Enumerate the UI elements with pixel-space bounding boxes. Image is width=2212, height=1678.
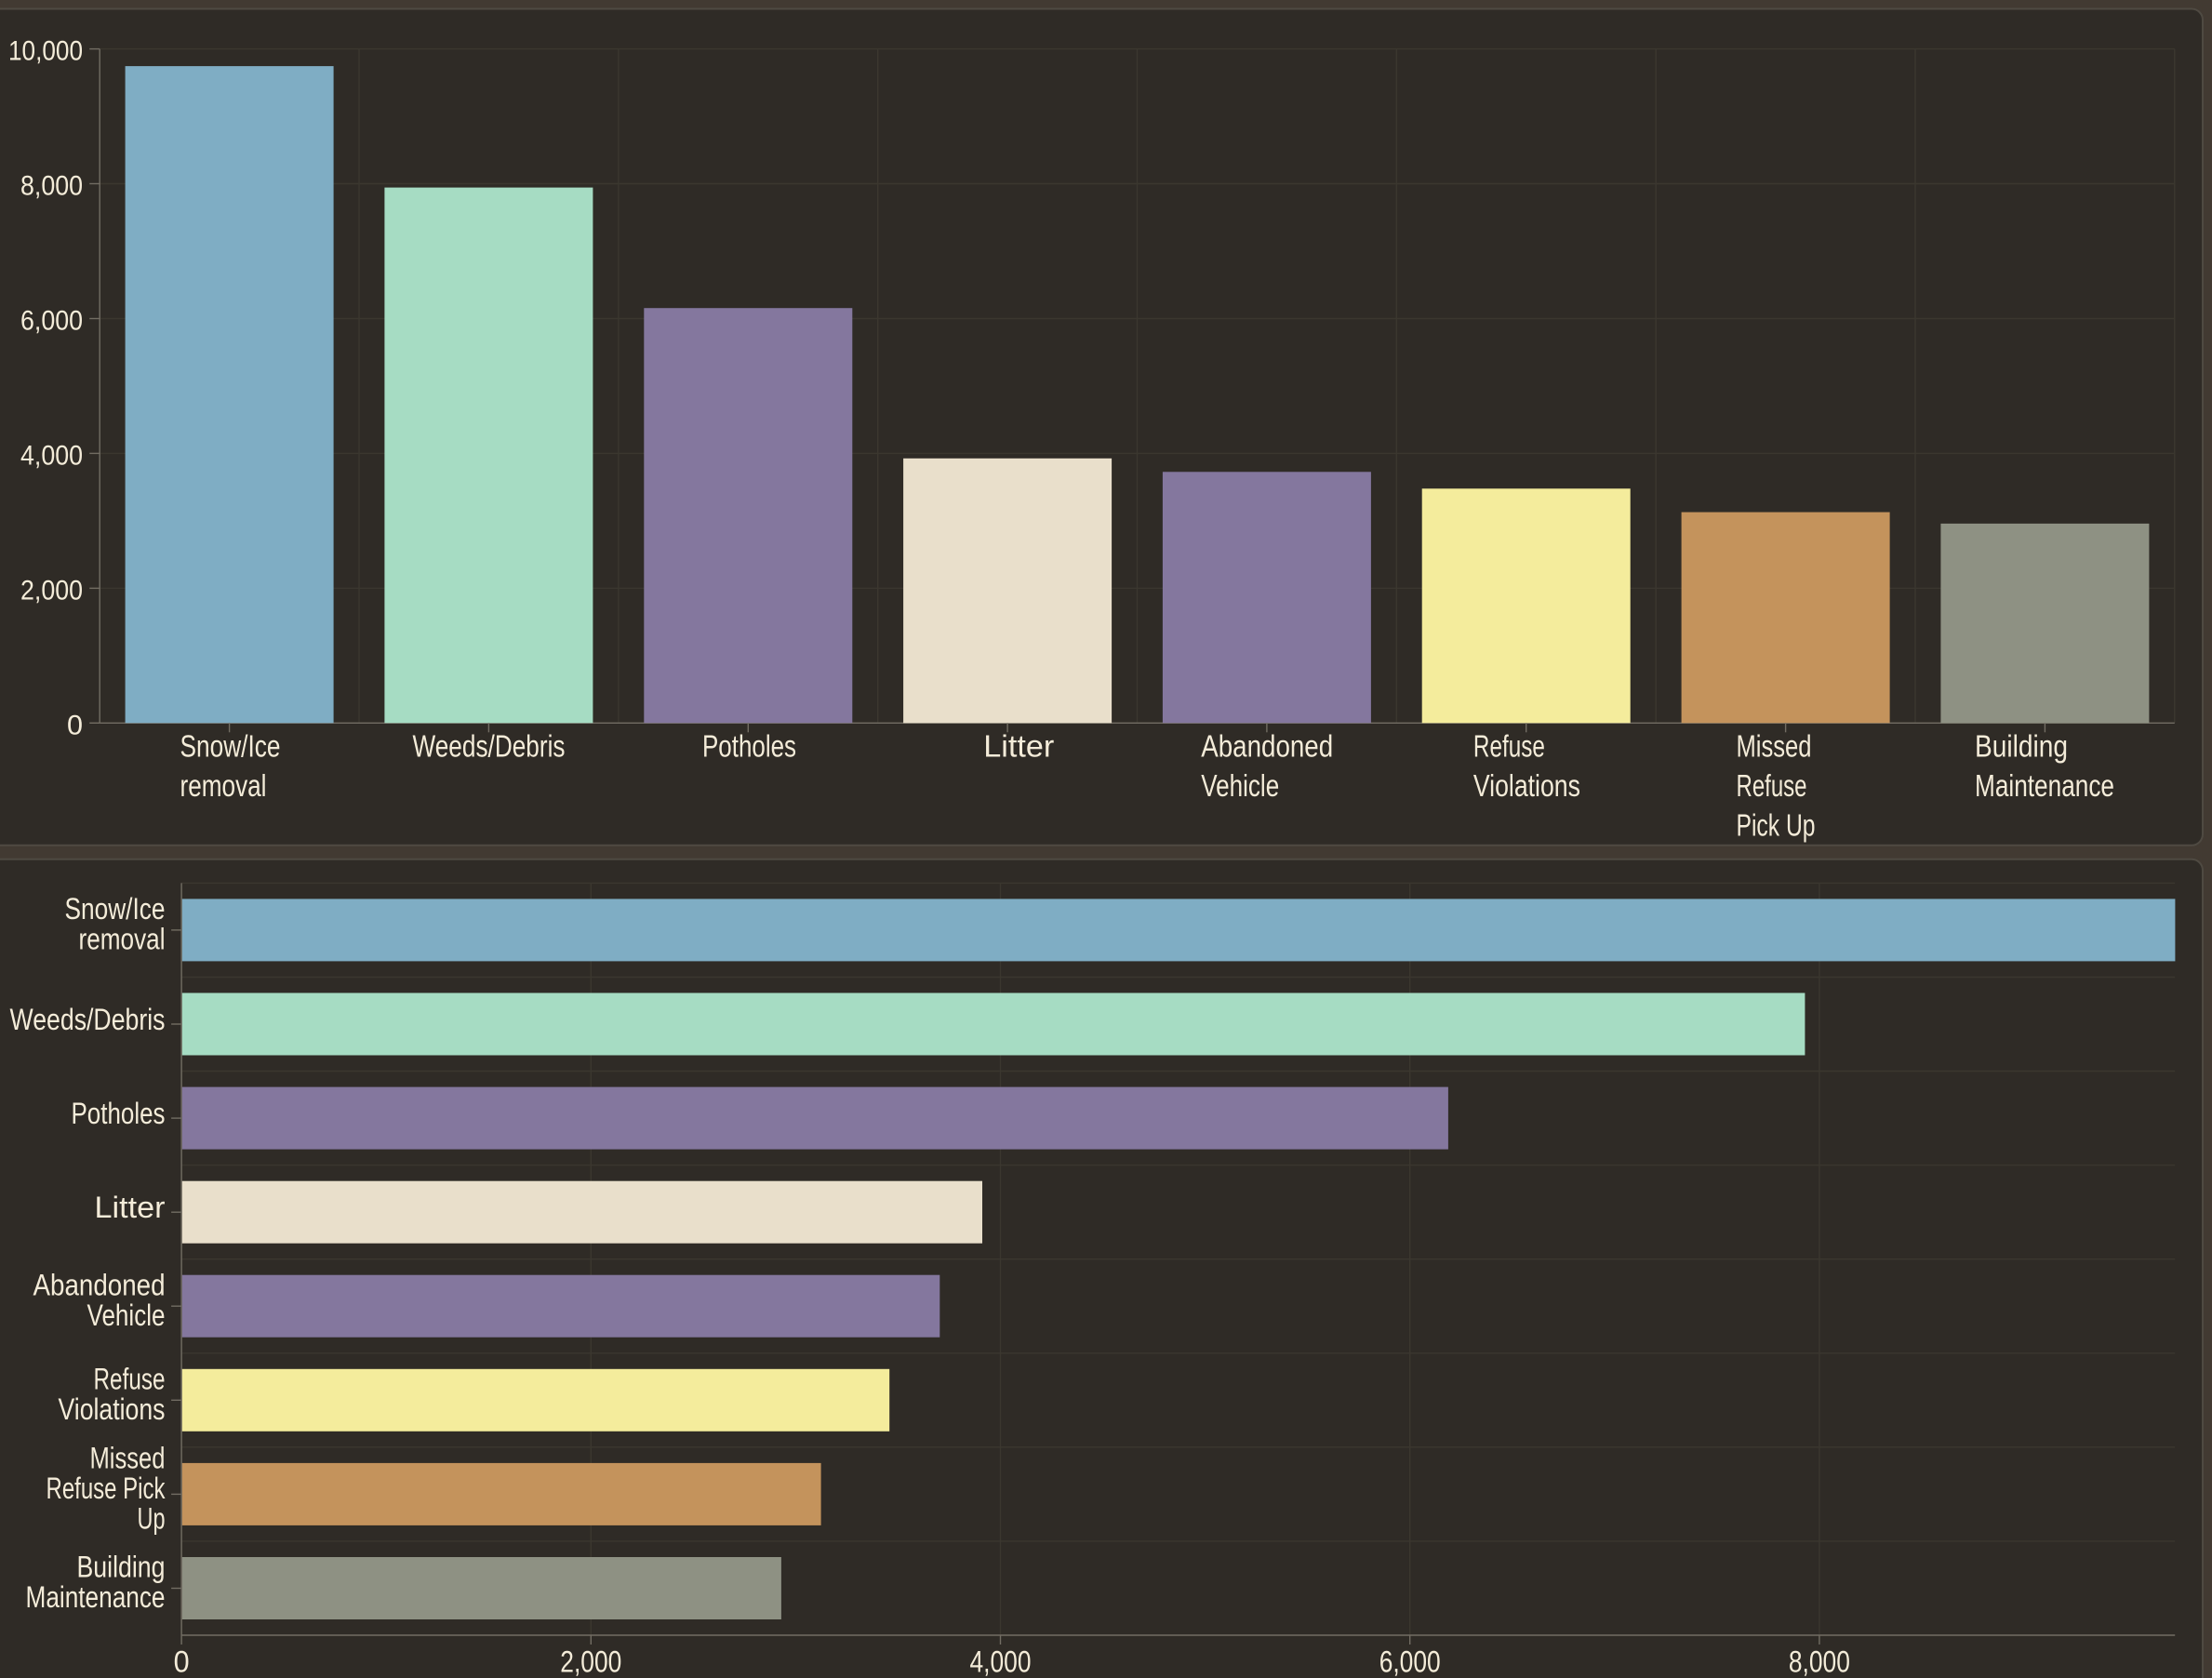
svg-text:Refuse: Refuse	[1737, 768, 1807, 803]
svg-text:Up: Up	[138, 1501, 166, 1535]
svg-text:Building: Building	[77, 1551, 166, 1584]
svg-text:Maintenance: Maintenance	[26, 1580, 166, 1614]
svg-text:2,000: 2,000	[20, 575, 83, 606]
svg-text:Missed: Missed	[90, 1441, 166, 1474]
svg-text:removal: removal	[79, 923, 166, 956]
svg-text:Refuse: Refuse	[1473, 728, 1545, 763]
svg-text:Vehicle: Vehicle	[87, 1298, 166, 1332]
svg-text:6,000: 6,000	[1379, 1645, 1441, 1678]
svg-text:4,000: 4,000	[970, 1645, 1032, 1678]
svg-text:Maintenance: Maintenance	[1975, 768, 2114, 803]
svg-text:4,000: 4,000	[20, 440, 83, 471]
svg-text:Violations: Violations	[59, 1392, 166, 1426]
svg-text:8,000: 8,000	[20, 171, 83, 202]
svg-text:Abandoned: Abandoned	[1201, 728, 1333, 763]
svg-text:Pick Up: Pick Up	[1737, 808, 1816, 843]
svg-text:8,000: 8,000	[1789, 1645, 1850, 1678]
svg-text:Violations: Violations	[1473, 768, 1580, 803]
svg-text:10,000: 10,000	[8, 36, 83, 67]
svg-text:Snow/Ice: Snow/Ice	[180, 728, 281, 763]
svg-text:Potholes: Potholes	[72, 1097, 166, 1130]
svg-text:Vehicle: Vehicle	[1201, 768, 1279, 803]
svg-text:Refuse Pick: Refuse Pick	[47, 1472, 167, 1505]
svg-text:Litter: Litter	[95, 1191, 166, 1224]
svg-text:Abandoned: Abandoned	[33, 1269, 166, 1302]
svg-text:Refuse: Refuse	[94, 1363, 166, 1396]
svg-text:Weeds/Debris: Weeds/Debris	[413, 728, 566, 763]
svg-text:Building: Building	[1975, 728, 2068, 763]
svg-text:Potholes: Potholes	[702, 728, 796, 763]
svg-text:Missed: Missed	[1737, 728, 1812, 763]
svg-text:Weeds/Debris: Weeds/Debris	[10, 1003, 166, 1036]
svg-text:0: 0	[67, 710, 83, 740]
svg-text:0: 0	[174, 1645, 190, 1678]
svg-text:6,000: 6,000	[20, 306, 83, 337]
svg-text:2,000: 2,000	[560, 1645, 621, 1678]
svg-text:Snow/Ice: Snow/Ice	[65, 892, 166, 926]
svg-text:removal: removal	[180, 768, 267, 803]
svg-text:Litter: Litter	[983, 728, 1054, 763]
